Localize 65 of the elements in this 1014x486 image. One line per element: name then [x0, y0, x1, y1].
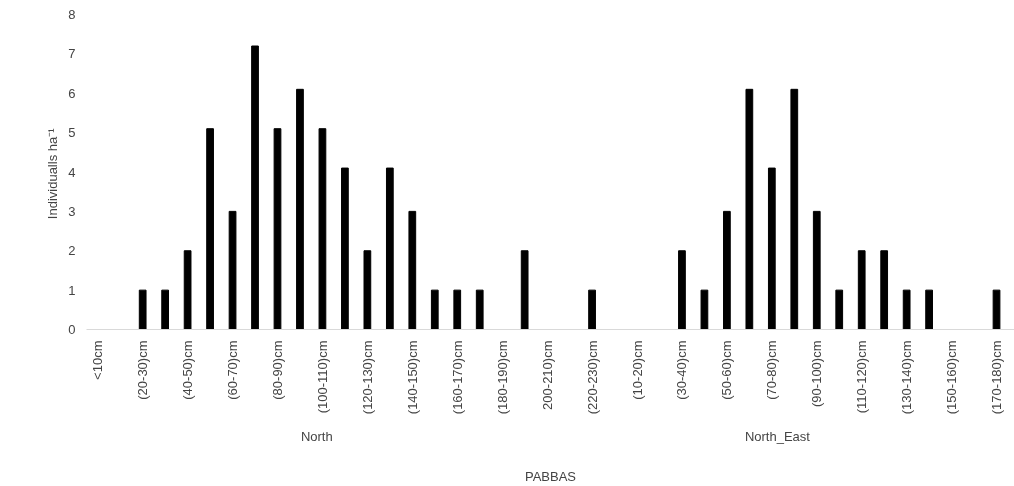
- x-tick-label: (160-170)cm: [449, 340, 465, 415]
- x-tick-label: 200-210)cm: [539, 340, 555, 410]
- bar: [925, 289, 933, 330]
- bar: [745, 88, 754, 330]
- bar: [385, 167, 394, 330]
- bar: [678, 250, 686, 330]
- bar: [475, 289, 484, 330]
- x-tick-label: (10-20)cm: [629, 340, 645, 400]
- bar: [273, 128, 282, 330]
- bar: [341, 167, 349, 330]
- x-tick-label: (20-30)cm: [135, 340, 151, 400]
- bar: [206, 128, 214, 330]
- y-tick-label: 3: [68, 203, 76, 219]
- x-tick-label: (100-110)cm: [314, 340, 330, 414]
- x-tick-label: (80-90)cm: [269, 340, 285, 400]
- bar: [430, 289, 439, 330]
- y-tick-label: 8: [68, 7, 76, 22]
- x-tick-label: (110-120)cm: [854, 340, 870, 414]
- x-tick-label: (60-70)cm: [225, 340, 241, 400]
- bar: [902, 289, 911, 330]
- bar: [453, 289, 462, 330]
- bar: [723, 210, 731, 330]
- bar: [767, 167, 776, 330]
- x-tick-label: (90-100)cm: [809, 340, 825, 407]
- y-tick-label: 2: [68, 243, 76, 259]
- bar: [520, 250, 529, 330]
- bar: [363, 250, 372, 330]
- bar: [880, 250, 889, 330]
- x-tick-label: (150-160)cm: [944, 340, 960, 415]
- x-tick-label: (30-40)cm: [674, 340, 690, 400]
- y-tick-label: 5: [68, 125, 76, 141]
- bar: [183, 250, 192, 330]
- bar: [228, 210, 237, 330]
- y-tick-label: 4: [68, 164, 76, 180]
- x-tick-label: (220-230)cm: [584, 340, 600, 415]
- text: North: [300, 428, 333, 444]
- bar: [296, 88, 304, 330]
- bar: [835, 289, 844, 330]
- bar: [138, 289, 147, 330]
- bar: [161, 289, 170, 330]
- x-tick-label: (130-140)cm: [899, 340, 915, 415]
- bar: [700, 289, 709, 330]
- bar: [857, 250, 866, 330]
- text: North_East: [744, 428, 811, 444]
- y-tick-label: 6: [68, 85, 76, 101]
- bar: [251, 45, 259, 330]
- y-axis-title: Individualls ha⁻¹: [45, 127, 61, 220]
- y-tick-label: 7: [68, 46, 76, 62]
- bar: [588, 289, 596, 330]
- y-tick-label: 1: [68, 282, 76, 298]
- bar: [992, 289, 1001, 330]
- bar: [790, 88, 799, 330]
- x-tick-label: (70-80)cm: [764, 340, 780, 400]
- bar: [318, 128, 327, 330]
- y-tick-label: 0: [68, 322, 76, 337]
- bar: [812, 210, 821, 330]
- x-tick-label: (50-60)cm: [719, 340, 735, 400]
- x-tick-label: (120-130)cm: [359, 340, 375, 415]
- x-axis-title: PABBAS: [524, 468, 577, 484]
- x-tick-label: (170-180)cm: [989, 340, 1005, 415]
- x-tick-label: <10cm: [90, 340, 106, 380]
- x-tick-label: (40-50)cm: [180, 340, 196, 400]
- x-tick-label: (180-190)cm: [494, 340, 510, 415]
- bar: [408, 210, 417, 330]
- x-tick-label: (140-150)cm: [404, 340, 420, 415]
